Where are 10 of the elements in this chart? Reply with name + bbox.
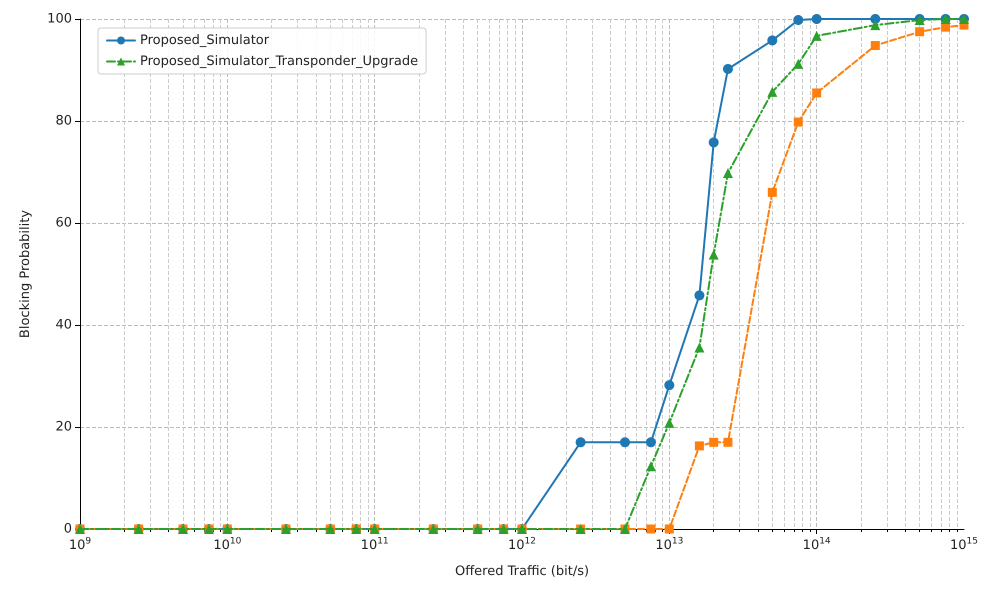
y-tick-label: 80 — [55, 114, 72, 128]
x-axis-title: Offered Traffic (bit/s) — [454, 564, 590, 579]
y-tick-label: 60 — [55, 216, 72, 230]
legend-label: Proposed_Simulator_Transponder_Upgrade — [140, 54, 418, 69]
y-tick-label: 100 — [47, 12, 72, 26]
y-axis-title: Blocking Probability — [18, 210, 33, 338]
y-tick-label: 40 — [55, 318, 72, 332]
legend-label: Proposed_Simulator — [140, 33, 270, 48]
y-tick-label: 20 — [55, 420, 72, 434]
y-tick-label: 0 — [64, 522, 72, 536]
